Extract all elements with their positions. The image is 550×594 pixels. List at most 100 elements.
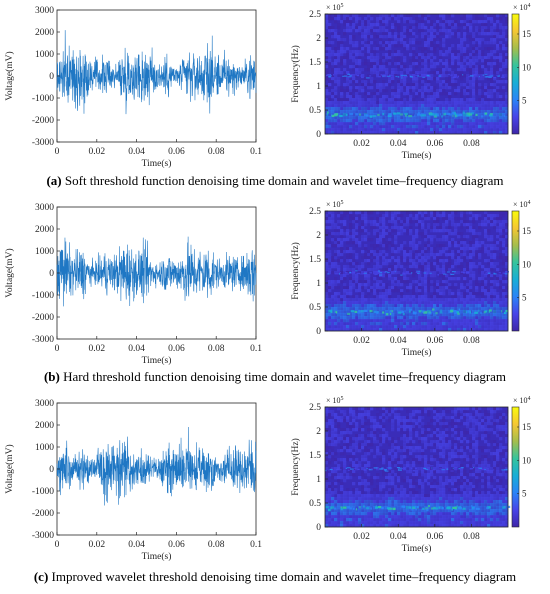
spectrogram-band-mark (408, 273, 412, 275)
spectrogram-cell (343, 271, 347, 275)
spectrogram-cell (379, 304, 383, 308)
spectrogram-cell (499, 247, 503, 251)
spectrogram-cell (484, 464, 488, 468)
spectrogram-cell (481, 247, 485, 251)
spectrogram-cell (355, 422, 359, 426)
spectrogram-cell (388, 83, 392, 87)
spectrogram-cell (487, 116, 491, 120)
spectrogram-band-mark (454, 271, 456, 273)
spectrogram-cell (331, 434, 335, 438)
spectro-y-exponent-power: 5 (341, 200, 344, 206)
spectrogram-cell (484, 410, 488, 414)
spectrogram-cell (454, 458, 458, 462)
spectrogram-cell (439, 437, 443, 441)
spectrogram-cell (478, 268, 482, 272)
spectrogram-cell (430, 47, 434, 51)
spectrogram-cell (466, 62, 470, 66)
spectrogram-cell (367, 437, 371, 441)
spectrogram-cell (496, 101, 500, 105)
spectrogram-cell (472, 262, 476, 266)
spectrogram-cell (382, 116, 386, 120)
spectrogram-cell (469, 125, 473, 129)
spectrogram-cell (331, 419, 335, 423)
spectrogram-cell (409, 449, 413, 453)
spectrogram-band-mark (357, 74, 359, 76)
spectrogram-cell (436, 95, 440, 99)
spectrogram-cell (499, 316, 503, 320)
spectrogram-cell (367, 419, 371, 423)
spectrogram-cell (337, 113, 341, 117)
spectrogram-cell (415, 319, 419, 323)
spectrogram-cell (346, 298, 350, 302)
spectrogram-cell (445, 23, 449, 27)
spectrogram-band-mark (475, 113, 478, 116)
spectrogram-cell (418, 455, 422, 459)
spectrogram-cell (454, 71, 458, 75)
spectrogram-cell (436, 35, 440, 39)
spectrogram-cell (409, 95, 413, 99)
spectrogram-cell (424, 26, 428, 30)
spectrogram-cell (481, 289, 485, 293)
spectrogram-cell (328, 289, 332, 293)
spectrogram-cell (346, 23, 350, 27)
spectrogram-cell (397, 65, 401, 69)
spectrogram-cell (448, 283, 452, 287)
spectrogram-cell (442, 238, 446, 242)
spectrogram-cell (424, 65, 428, 69)
spectrogram-cell (379, 86, 383, 90)
spectrogram-cell (409, 325, 413, 329)
spectrogram-cell (472, 125, 476, 129)
spectrogram-cell (463, 14, 467, 18)
spectrogram-cell (403, 128, 407, 132)
spectrogram-band-mark (462, 74, 464, 76)
spectro-x-axis-label: Time(s) (402, 347, 432, 358)
spectrogram-cell (415, 62, 419, 66)
spectrogram-cell (331, 446, 335, 450)
spectrogram-cell (442, 217, 446, 221)
spectrogram-cell (364, 259, 368, 263)
spectrogram-cell (505, 461, 509, 465)
spectrogram-cell (436, 295, 440, 299)
spectrogram-cell (349, 253, 353, 257)
spectrogram-cell (394, 464, 398, 468)
spectrogram-cell (475, 458, 479, 462)
spectrogram-cell (367, 131, 371, 135)
spectrogram-cell (340, 131, 344, 135)
spectrogram-cell (370, 86, 374, 90)
spectrogram-cell (415, 256, 419, 260)
spectrogram-cell (499, 253, 503, 257)
spectrogram-cell (331, 68, 335, 72)
spectrogram-cell (463, 38, 467, 42)
spectrogram-cell (370, 244, 374, 248)
spectrogram-cell (493, 38, 497, 42)
spectrogram-cell (469, 292, 473, 296)
spectrogram-cell (349, 110, 353, 114)
spectrogram-cell (490, 125, 494, 129)
spectrogram-cell (484, 116, 488, 120)
spectrogram-cell (487, 434, 491, 438)
spectrogram-cell (424, 131, 428, 135)
spectrogram-cell (397, 295, 401, 299)
spectrogram-cell (454, 20, 458, 24)
spectrogram-cell (331, 259, 335, 263)
spectrogram-cell (472, 277, 476, 281)
spectrogram-cell (364, 211, 368, 215)
spectrogram-cell (493, 104, 497, 108)
spectrogram-cell (343, 458, 347, 462)
spectrogram-cell (361, 271, 365, 275)
spectrogram-cell (484, 467, 488, 471)
spectrogram-cell (391, 23, 395, 27)
spectrogram-cell (502, 310, 506, 314)
spectrogram-cell (454, 304, 458, 308)
spectrogram-cell (325, 20, 329, 24)
spectrogram-cell (403, 86, 407, 90)
spectrogram-cell (496, 325, 500, 329)
spectrogram-cell (346, 86, 350, 90)
spectrogram-cell (505, 325, 509, 329)
spectrogram-cell (451, 220, 455, 224)
spectrogram-cell (490, 223, 494, 227)
spectrogram-cell (490, 313, 494, 317)
spectrogram-cell (490, 319, 494, 323)
spectrogram-cell (379, 20, 383, 24)
spectrogram-cell (370, 416, 374, 420)
